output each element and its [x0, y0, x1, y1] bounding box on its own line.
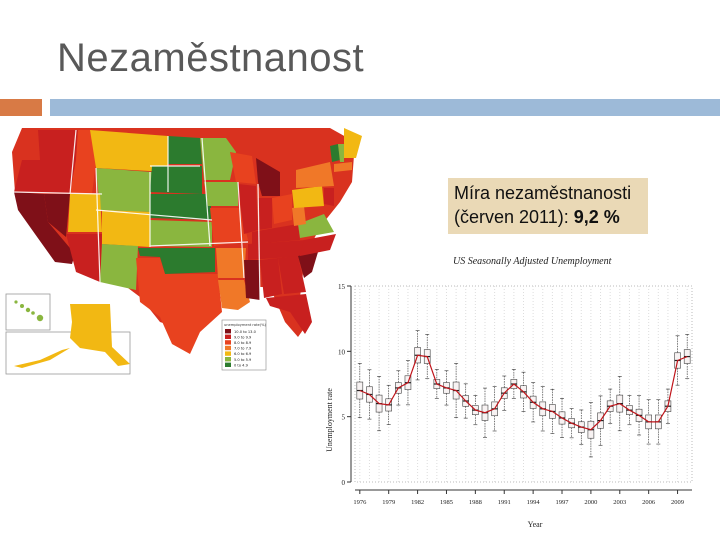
- legend-range-label: 6.0 to 6.9: [234, 352, 252, 356]
- chart-title: US Seasonally Adjusted Unemployment: [453, 256, 612, 267]
- x-tick-label: 2009: [671, 499, 684, 506]
- state-new-york: [296, 162, 334, 188]
- legend-swatch: [225, 362, 231, 367]
- state-oklahoma: [138, 248, 215, 274]
- y-axis-label: Unemployment rate: [325, 388, 334, 452]
- state-kentucky: [252, 224, 300, 244]
- us-unemployment-map: unemployment rate(%) 10.0 to 13.09.0 to …: [5, 128, 362, 375]
- rate-period: (červen 2011):: [454, 207, 569, 227]
- x-tick-label: 1979: [382, 499, 395, 506]
- state-minnesota: [200, 138, 236, 180]
- state-illinois: [238, 184, 258, 234]
- state-new-hampshire: [338, 144, 344, 162]
- state-arkansas: [216, 248, 246, 278]
- x-tick-label: 1991: [498, 499, 511, 506]
- state-michigan: [256, 158, 280, 196]
- state-south-carolina: [298, 252, 318, 278]
- state-west-virginia: [292, 206, 306, 226]
- unemployment-boxplot: 0 5 10 15 1976 1979 1982 1985 1988 1991 1994 1997 20…: [325, 283, 693, 529]
- state-pennsylvania: [292, 186, 324, 208]
- legend-swatch: [225, 345, 231, 351]
- legend-range-label: 0 to 4.9: [234, 363, 249, 367]
- state-montana: [90, 130, 168, 172]
- state-new-jersey: [324, 188, 334, 206]
- state-washington: [38, 130, 78, 160]
- legend-range-label: 8.0 to 8.9: [234, 341, 252, 345]
- unemployment-rate-callout: Míra nezaměstnanosti (červen 2011): 9,2 …: [448, 178, 648, 234]
- state-louisiana: [218, 280, 250, 310]
- legend-swatch: [225, 357, 231, 362]
- state-virginia: [298, 214, 334, 238]
- hawaii-inset: [5, 293, 51, 331]
- x-tick-label: 1988: [469, 499, 482, 506]
- x-tick-label: 2000: [584, 499, 597, 506]
- title-accent-bar-blue: [50, 99, 720, 116]
- state-nevada: [44, 194, 70, 237]
- y-tick-label: 0: [342, 479, 346, 487]
- state-kansas: [150, 220, 212, 247]
- state-texas: [136, 258, 222, 354]
- median-trend-line: [359, 354, 688, 431]
- state-tennessee: [248, 240, 306, 260]
- x-tick-label: 1994: [527, 499, 541, 506]
- state-florida: [266, 294, 312, 334]
- state-colorado: [102, 210, 150, 247]
- legend-range-label: 10.0 to 13.0: [234, 330, 257, 334]
- y-tick-label: 5: [342, 414, 346, 422]
- legend-swatch: [225, 351, 231, 356]
- state-california: [14, 192, 75, 264]
- state-ohio: [272, 194, 292, 224]
- state-north-dakota: [168, 136, 202, 164]
- state-north-carolina: [300, 234, 336, 256]
- state-missouri: [210, 208, 248, 246]
- x-tick-label: 1997: [556, 499, 570, 506]
- legend-swatch: [225, 340, 231, 345]
- state-idaho: [70, 130, 96, 194]
- x-tick-label: 1985: [440, 499, 453, 506]
- x-tick-label: 2003: [613, 499, 626, 506]
- state-alabama: [260, 258, 282, 298]
- legend-swatch: [225, 334, 231, 339]
- state-maine: [344, 128, 362, 158]
- legend-range-label: 5.0 to 5.9: [234, 358, 252, 362]
- x-tick-label: 1976: [353, 499, 367, 506]
- state-wyoming: [96, 168, 152, 212]
- x-tick-label: 1982: [411, 499, 424, 506]
- slide-title: Nezaměstnanost: [57, 36, 365, 80]
- legend-swatch: [225, 329, 231, 334]
- rate-label: Míra nezaměstnanosti: [454, 183, 632, 203]
- legend-range-label: 9.0 to 9.9: [234, 335, 252, 339]
- state-new-mexico: [100, 244, 138, 290]
- state-utah: [68, 194, 102, 232]
- y-tick-label: 10: [338, 348, 346, 356]
- state-massachusetts: [334, 162, 352, 172]
- map-legend: unemployment rate(%) 10.0 to 13.09.0 to …: [221, 319, 267, 371]
- rate-value: 9,2 %: [573, 207, 620, 227]
- state-indiana: [258, 198, 272, 230]
- y-tick-label: 15: [338, 283, 346, 291]
- title-accent-bar-orange: [0, 99, 42, 116]
- legend-range-label: 7.0 to 7.9: [234, 347, 252, 351]
- state-nebraska: [150, 194, 212, 220]
- alaska-inset: [5, 331, 131, 375]
- box-2010: [683, 334, 691, 380]
- state-vermont: [330, 144, 340, 162]
- state-alaska: [70, 304, 130, 366]
- state-south-dakota: [150, 166, 202, 194]
- state-wisconsin: [230, 152, 256, 184]
- state-mississippi: [244, 260, 260, 300]
- x-tick-label: 2006: [642, 499, 656, 506]
- state-arizona: [66, 234, 102, 282]
- rate-line: (červen 2011): 9,2 %: [454, 205, 648, 229]
- state-georgia: [278, 256, 306, 294]
- state-oregon: [14, 160, 76, 194]
- state-iowa: [204, 182, 238, 206]
- map-legend-title: unemployment rate(%): [224, 323, 267, 327]
- x-axis-label: Year: [528, 520, 543, 529]
